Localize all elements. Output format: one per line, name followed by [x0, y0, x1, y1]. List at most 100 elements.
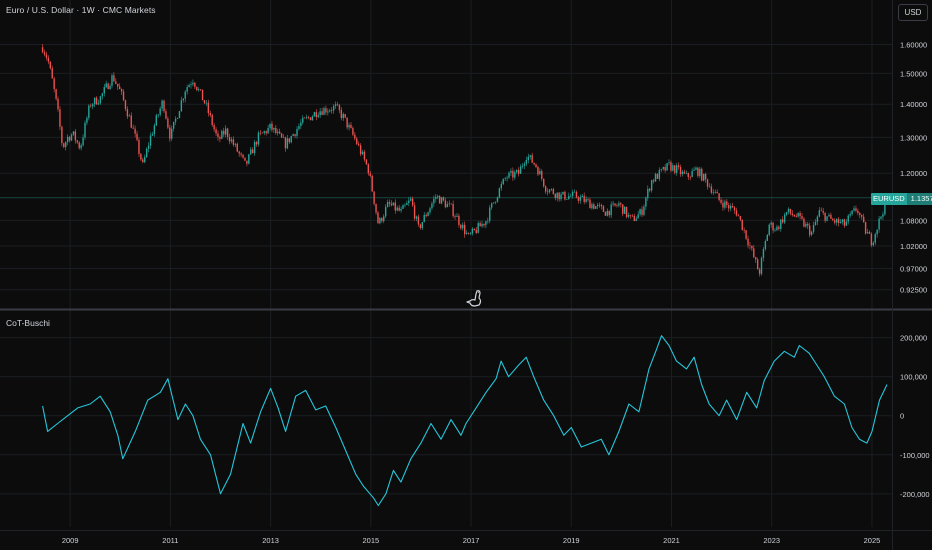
candle	[221, 129, 223, 140]
candle	[167, 116, 169, 130]
dino-logo-icon[interactable]	[466, 289, 484, 309]
candle	[855, 205, 857, 213]
candle	[307, 115, 310, 120]
candle	[712, 189, 715, 195]
candle	[199, 88, 202, 92]
candle	[63, 142, 65, 149]
candle	[477, 221, 479, 234]
price-tick-label: 1.40000	[900, 100, 927, 109]
candle	[724, 199, 726, 210]
indicator-tick-label: 0	[900, 412, 904, 421]
candle	[676, 163, 678, 176]
candle	[61, 125, 63, 147]
candle	[234, 142, 237, 148]
candle	[348, 122, 350, 131]
time-tick-label: 2025	[864, 536, 881, 545]
candle	[758, 267, 761, 277]
candle	[111, 73, 113, 89]
price-tick-label: 0.92500	[900, 286, 927, 295]
indicator-title[interactable]: CoT-Buschi	[6, 318, 50, 328]
candle	[336, 101, 339, 107]
candle	[354, 132, 356, 141]
candle	[519, 164, 522, 174]
candle	[130, 112, 132, 129]
candle	[392, 202, 395, 206]
candle	[419, 223, 422, 230]
indicator-pane[interactable]	[42, 335, 888, 507]
time-tick-label: 2015	[362, 536, 379, 545]
candle	[672, 163, 674, 172]
candle	[570, 193, 572, 197]
candle	[174, 116, 177, 126]
price-tick-label: 1.50000	[900, 69, 927, 78]
candle	[539, 168, 541, 175]
candle	[755, 256, 757, 263]
symbol-title[interactable]: Euro / U.S. Dollar · 1W · CMC Markets	[6, 5, 156, 15]
candle	[868, 230, 871, 234]
candle	[776, 224, 778, 232]
candle	[866, 228, 869, 234]
candle	[157, 114, 159, 118]
candle	[622, 204, 624, 217]
candle	[568, 192, 570, 200]
candle	[729, 203, 732, 212]
candle	[762, 247, 765, 262]
candle	[57, 96, 59, 112]
candle	[882, 211, 884, 221]
candle	[733, 205, 736, 214]
candle	[824, 212, 826, 223]
time-tick-label: 2009	[62, 536, 79, 545]
candle	[691, 168, 693, 178]
candle	[720, 197, 722, 205]
candle	[255, 140, 258, 148]
candle	[313, 111, 316, 117]
candle	[105, 80, 107, 89]
candle	[132, 124, 134, 129]
candle	[367, 163, 370, 176]
candle	[747, 235, 749, 249]
candle	[72, 131, 75, 136]
candle	[373, 191, 375, 206]
candle	[138, 137, 140, 158]
candle	[471, 227, 474, 236]
candle	[851, 210, 853, 216]
candle	[224, 125, 227, 138]
candle	[560, 191, 562, 202]
candle	[596, 202, 599, 210]
price-tick-label: 1.60000	[900, 40, 927, 49]
candle	[749, 241, 751, 250]
candle	[398, 204, 400, 212]
candle	[872, 241, 875, 247]
candle	[66, 134, 69, 146]
currency-button[interactable]: USD	[898, 4, 928, 21]
candle	[500, 181, 503, 191]
candle	[211, 113, 213, 127]
candle	[502, 178, 504, 185]
candle	[650, 179, 653, 193]
candle	[178, 110, 181, 119]
candle	[797, 212, 799, 218]
candle	[548, 188, 551, 194]
candle	[194, 82, 196, 90]
candle	[475, 227, 477, 235]
candle	[92, 102, 94, 110]
candle	[242, 154, 244, 159]
candle	[618, 200, 620, 208]
candle	[864, 221, 867, 235]
candle	[390, 200, 393, 207]
candle	[82, 134, 84, 147]
candle	[807, 221, 809, 230]
candle	[639, 208, 641, 217]
candle	[880, 216, 882, 220]
price-pane[interactable]	[41, 43, 888, 277]
price-tick-label: 1.30000	[900, 133, 927, 142]
candle	[809, 222, 811, 238]
candle	[745, 230, 747, 241]
candle	[837, 217, 840, 227]
candle	[616, 203, 618, 208]
candle	[564, 190, 566, 201]
candle	[365, 158, 368, 166]
candle	[282, 134, 285, 139]
candle	[321, 107, 323, 116]
